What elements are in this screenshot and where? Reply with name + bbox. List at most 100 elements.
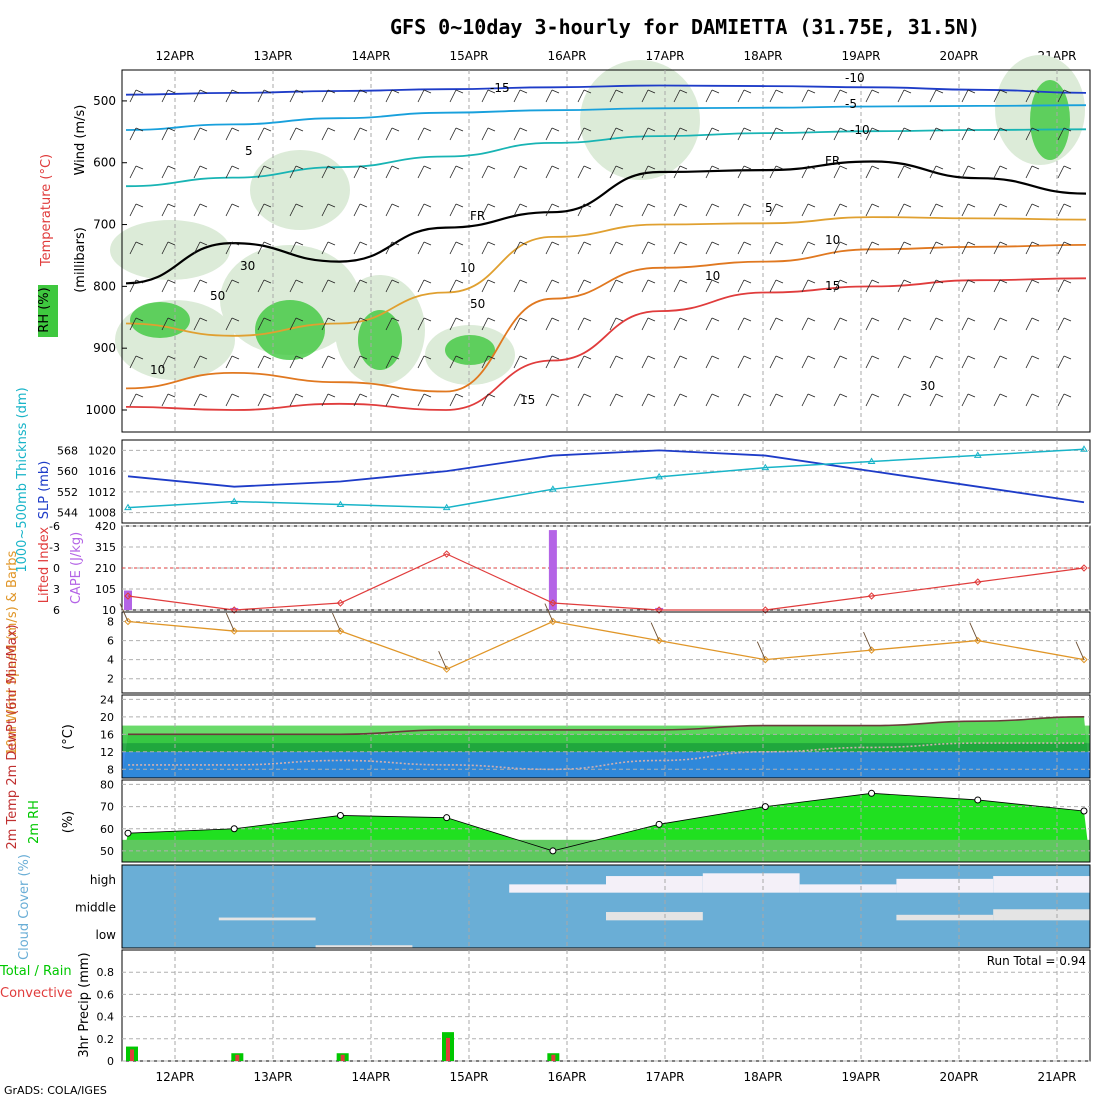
rh-marker: [655, 820, 663, 828]
wind-barb: [449, 393, 464, 407]
thickness-marker: [1080, 445, 1088, 452]
wind-barb: [609, 127, 624, 141]
rh-tick: 80: [100, 778, 114, 791]
contour-label: 15: [825, 279, 840, 293]
wind-barb: [1025, 241, 1040, 255]
date-tick-top: 20APR: [939, 49, 978, 63]
contour-label: 10: [825, 233, 840, 247]
wind-barb: [353, 355, 368, 369]
wind-barb: [769, 203, 784, 217]
wind-barb-10m: [225, 612, 235, 632]
wind-barb: [289, 203, 304, 217]
wind-barb: [705, 89, 720, 103]
contour-label: -5: [845, 97, 857, 111]
wind-barb: [833, 127, 848, 141]
ylabel-precip: 3hr Precip (mm): [77, 952, 92, 1057]
wind-barb: [417, 355, 432, 369]
bottom-date-ticks: 12APR 13APR 14APR 15APR 16APR 17APR 18APR 19APR…: [155, 1070, 1076, 1084]
ylabel-cape: CAPE (J/kg): [69, 532, 84, 604]
wind-barb: [961, 317, 976, 331]
wind-barb: [993, 279, 1008, 293]
wind-barb: [897, 355, 912, 369]
wind-barb: [865, 241, 880, 255]
isotherm-line: [125, 244, 1087, 393]
li-line: [127, 553, 1085, 611]
wind-barb: [513, 203, 528, 217]
thickness-tick: 544: [57, 507, 78, 520]
contour-label: 30: [240, 259, 255, 273]
wind-barb: [321, 203, 336, 217]
wind-barb: [289, 241, 304, 255]
wind-barb: [833, 317, 848, 331]
wind-barb: [897, 165, 912, 179]
wind-barb: [321, 165, 336, 179]
wind-barb: [897, 127, 912, 141]
rh-marker: [124, 829, 132, 837]
wind-speed-marker: [867, 646, 876, 654]
thickness-marker: [442, 503, 451, 511]
wind-barb: [833, 393, 848, 407]
cloud-panel: high middle low Cloud Cover (%): [17, 854, 1091, 960]
panel-frame: [121, 779, 1091, 863]
run-total: Run Total = 0.94: [987, 954, 1086, 968]
wind-barb: [321, 317, 336, 331]
wind-barb: [673, 355, 688, 369]
wind-barb: [513, 165, 528, 179]
rh-marker: [868, 789, 876, 797]
wind-barb: [705, 393, 720, 407]
contour-label: FR: [825, 154, 840, 168]
wind-barb: [929, 89, 944, 103]
precip-tick: 0.8: [97, 966, 115, 979]
rh-shade-high: [130, 302, 190, 338]
rh-shade-high: [1030, 80, 1070, 160]
wind-barb: [577, 203, 592, 217]
wind-barb: [545, 393, 560, 407]
wind-barb: [609, 165, 624, 179]
rh-marker: [230, 825, 238, 833]
wind-barb: [705, 355, 720, 369]
wind-barb: [577, 165, 592, 179]
wind-barb: [1057, 279, 1072, 293]
wind-barb: [321, 355, 336, 369]
ylabel-2m-rh: 2m RH: [27, 800, 42, 844]
pressure-tick: 600: [93, 156, 116, 170]
wind-barb: [161, 355, 176, 369]
wind-barb: [417, 393, 432, 407]
wind-barb: [769, 89, 784, 103]
wind-barbs: [129, 89, 1072, 407]
wind-barb: [897, 203, 912, 217]
wind-barb: [161, 241, 176, 255]
wind-barb: [801, 127, 816, 141]
wind-barb: [481, 317, 496, 331]
wind-barb: [385, 127, 400, 141]
wind-barb: [161, 89, 176, 103]
wind-barb: [1025, 165, 1040, 179]
date-tick-top: 15APR: [449, 49, 488, 63]
wind-barb: [289, 279, 304, 293]
wind-barb: [833, 89, 848, 103]
rh-shade: [250, 150, 350, 230]
wind-barb: [481, 355, 496, 369]
date-tick-bottom: 13APR: [253, 1070, 292, 1084]
wind-barb: [513, 127, 528, 141]
wind-barb: [961, 165, 976, 179]
wind-barb: [609, 241, 624, 255]
wind-barb: [545, 279, 560, 293]
rh-marker: [336, 811, 344, 819]
pressure-tick: 500: [93, 94, 116, 108]
panel-frame: [121, 949, 1091, 1062]
wind-barb: [1057, 203, 1072, 217]
li-marker: [549, 599, 557, 607]
thickness-marker: [655, 472, 663, 480]
precip-tick: 0.6: [97, 988, 115, 1001]
wind-barb: [769, 317, 784, 331]
wind-barb: [833, 279, 848, 293]
wind-barb: [641, 393, 656, 407]
cloud-cell: [218, 917, 316, 921]
thickness-tick: 560: [57, 465, 78, 478]
wind-barb: [385, 317, 400, 331]
wind-barb: [321, 393, 336, 407]
temp-band: [122, 743, 1090, 752]
wind-barb: [865, 393, 880, 407]
wind-barb: [193, 241, 208, 255]
